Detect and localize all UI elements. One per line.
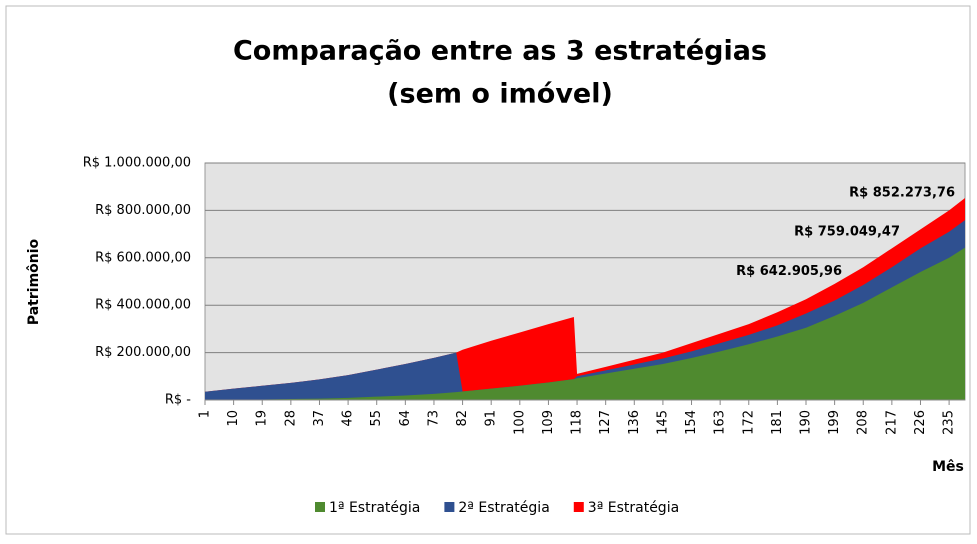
chart-title: Comparação entre as 3 estratégias [233,36,767,67]
x-tick-label: 145 [655,410,670,435]
x-tick-label: 226 [913,410,928,435]
legend-label: 2ª Estratégia [458,500,549,516]
x-tick-label: 118 [570,410,585,435]
y-tick-label: R$ - [165,393,191,408]
y-tick-label: R$ 200.000,00 [95,345,191,360]
y-tick-label: R$ 600.000,00 [95,250,191,265]
x-tick-label: 100 [512,410,527,435]
x-tick-label: 181 [770,410,785,435]
x-tick-label: 73 [426,410,441,427]
x-tick-label: 19 [255,410,270,427]
x-tick-label: 1 [198,410,213,418]
data-label: R$ 642.905,96 [736,264,842,279]
x-tick-label: 82 [455,410,470,427]
legend-swatch [444,502,455,512]
y-tick-label: R$ 1.000.000,00 [83,156,191,171]
legend-swatch [315,502,325,512]
x-tick-label: 91 [484,410,499,427]
x-tick-label: 55 [369,410,384,427]
x-tick-label: 235 [942,410,957,435]
area [205,247,965,400]
x-tick-label: 208 [856,410,871,435]
x-tick-label: 154 [684,410,699,435]
x-axis-title: Mês [932,459,964,475]
y-tick-label: R$ 800.000,00 [95,203,191,218]
x-tick-label: 217 [884,410,899,435]
y-tick-label: R$ 400.000,00 [95,298,191,313]
data-label: R$ 759.049,47 [794,225,900,240]
x-tick-label: 64 [398,410,413,427]
x-tick-label: 28 [283,410,298,427]
x-tick-label: 163 [713,410,728,435]
x-tick-label: 10 [226,410,241,427]
x-tick-label: 199 [827,410,842,435]
x-tick-label: 37 [312,410,327,427]
legend-swatch [573,502,584,512]
y-axis-title: Patrimônio [26,238,42,325]
x-tick-label: 109 [541,410,556,435]
x-tick-label: 136 [627,410,642,435]
x-tick-label: 46 [341,410,356,427]
legend-label: 1ª Estratégia [329,500,420,516]
x-tick-label: 172 [741,410,756,435]
data-label: R$ 852.273,76 [849,186,955,201]
x-tick-label: 190 [799,410,814,435]
chart-subtitle: (sem o imóvel) [387,79,613,110]
x-tick-label: 127 [598,410,613,435]
legend-label: 3ª Estratégia [588,500,679,516]
